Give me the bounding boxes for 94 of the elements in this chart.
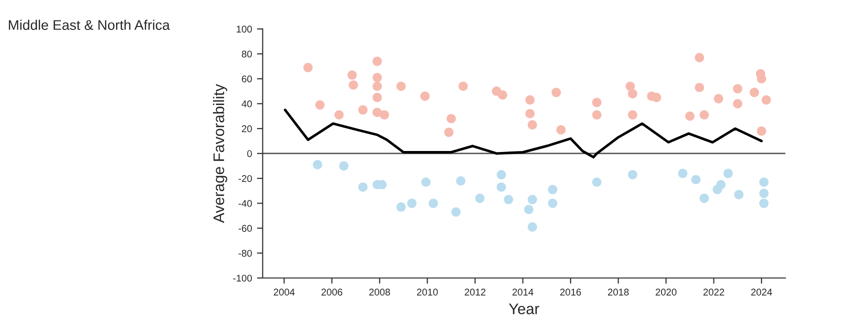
point bbox=[759, 198, 769, 208]
point bbox=[732, 84, 742, 94]
point bbox=[628, 170, 638, 180]
point bbox=[694, 52, 704, 62]
point bbox=[626, 82, 635, 91]
point bbox=[652, 92, 662, 102]
point bbox=[714, 94, 724, 104]
y-tick-label: 100 bbox=[236, 26, 252, 33]
point bbox=[759, 188, 769, 198]
y-tick-label: 60 bbox=[242, 75, 252, 82]
point bbox=[700, 194, 709, 203]
x-tick-label: 2006 bbox=[322, 288, 342, 296]
point bbox=[628, 110, 638, 120]
point bbox=[750, 88, 760, 98]
x-tick-label: 2024 bbox=[751, 288, 772, 296]
point bbox=[372, 56, 382, 66]
x-tick-label: 2004 bbox=[274, 288, 295, 296]
x-tick-label: 2008 bbox=[369, 288, 390, 296]
point bbox=[421, 177, 431, 187]
point bbox=[628, 89, 638, 98]
point bbox=[762, 95, 771, 105]
point bbox=[315, 100, 325, 110]
point bbox=[525, 108, 535, 118]
point bbox=[446, 114, 456, 124]
x-tick-label: 2022 bbox=[703, 288, 724, 296]
y-axis-title: Average Favorability bbox=[212, 84, 228, 223]
point bbox=[592, 110, 602, 120]
y-tick-label: -80 bbox=[238, 250, 252, 257]
text: Middle East & North Africa bbox=[8, 20, 170, 30]
point bbox=[592, 177, 602, 187]
point bbox=[556, 125, 566, 134]
y-tick-label: -40 bbox=[238, 200, 252, 207]
point bbox=[525, 95, 535, 105]
point bbox=[528, 120, 538, 130]
point bbox=[334, 110, 344, 120]
point bbox=[524, 204, 534, 214]
point bbox=[694, 82, 704, 92]
y-tick-label: 20 bbox=[242, 125, 252, 132]
x-tick-label: 2018 bbox=[608, 288, 629, 296]
point bbox=[420, 92, 430, 101]
point bbox=[312, 160, 322, 170]
point bbox=[407, 198, 416, 208]
point bbox=[552, 88, 561, 98]
point bbox=[456, 176, 466, 186]
x-tick-label: 2016 bbox=[560, 288, 581, 296]
point bbox=[339, 161, 348, 171]
point bbox=[756, 74, 766, 84]
point bbox=[496, 170, 506, 180]
y-tick-label: -20 bbox=[238, 175, 252, 182]
point bbox=[548, 184, 558, 194]
line-series bbox=[284, 108, 763, 158]
point bbox=[592, 98, 602, 108]
point bbox=[678, 168, 688, 178]
y-tick-label: -60 bbox=[238, 224, 252, 232]
point bbox=[759, 177, 769, 187]
point bbox=[756, 126, 766, 136]
point bbox=[444, 128, 454, 137]
x-tick-label: 2012 bbox=[464, 288, 486, 296]
point bbox=[528, 222, 538, 232]
y-tick-label: 80 bbox=[242, 50, 252, 58]
point bbox=[372, 72, 382, 82]
y-tick-label: 40 bbox=[242, 100, 252, 108]
y-tick-label: 0 bbox=[247, 150, 252, 158]
x-tick-label: 2020 bbox=[656, 288, 676, 296]
point bbox=[372, 82, 382, 91]
point bbox=[428, 198, 438, 208]
x-tick-label: 2010 bbox=[417, 288, 438, 296]
point bbox=[451, 207, 461, 217]
point bbox=[303, 62, 313, 72]
point bbox=[504, 194, 514, 204]
y-tick-label: -100 bbox=[233, 274, 252, 282]
x-axis-title: Year bbox=[508, 304, 540, 314]
point bbox=[498, 90, 508, 100]
x-tick-label: 2014 bbox=[512, 288, 534, 296]
point bbox=[380, 110, 390, 120]
point bbox=[348, 80, 358, 90]
point bbox=[548, 198, 558, 208]
point bbox=[716, 180, 726, 190]
point bbox=[475, 194, 485, 203]
point bbox=[358, 105, 368, 115]
point bbox=[691, 174, 701, 184]
point bbox=[348, 70, 357, 80]
point bbox=[528, 194, 538, 204]
point bbox=[396, 82, 406, 91]
point bbox=[396, 202, 406, 212]
point bbox=[685, 111, 695, 121]
point bbox=[372, 92, 382, 102]
point bbox=[358, 182, 368, 192]
point bbox=[734, 190, 744, 200]
point bbox=[732, 99, 742, 108]
point bbox=[723, 168, 733, 178]
point bbox=[458, 82, 468, 91]
point bbox=[700, 110, 709, 120]
point bbox=[496, 182, 506, 192]
